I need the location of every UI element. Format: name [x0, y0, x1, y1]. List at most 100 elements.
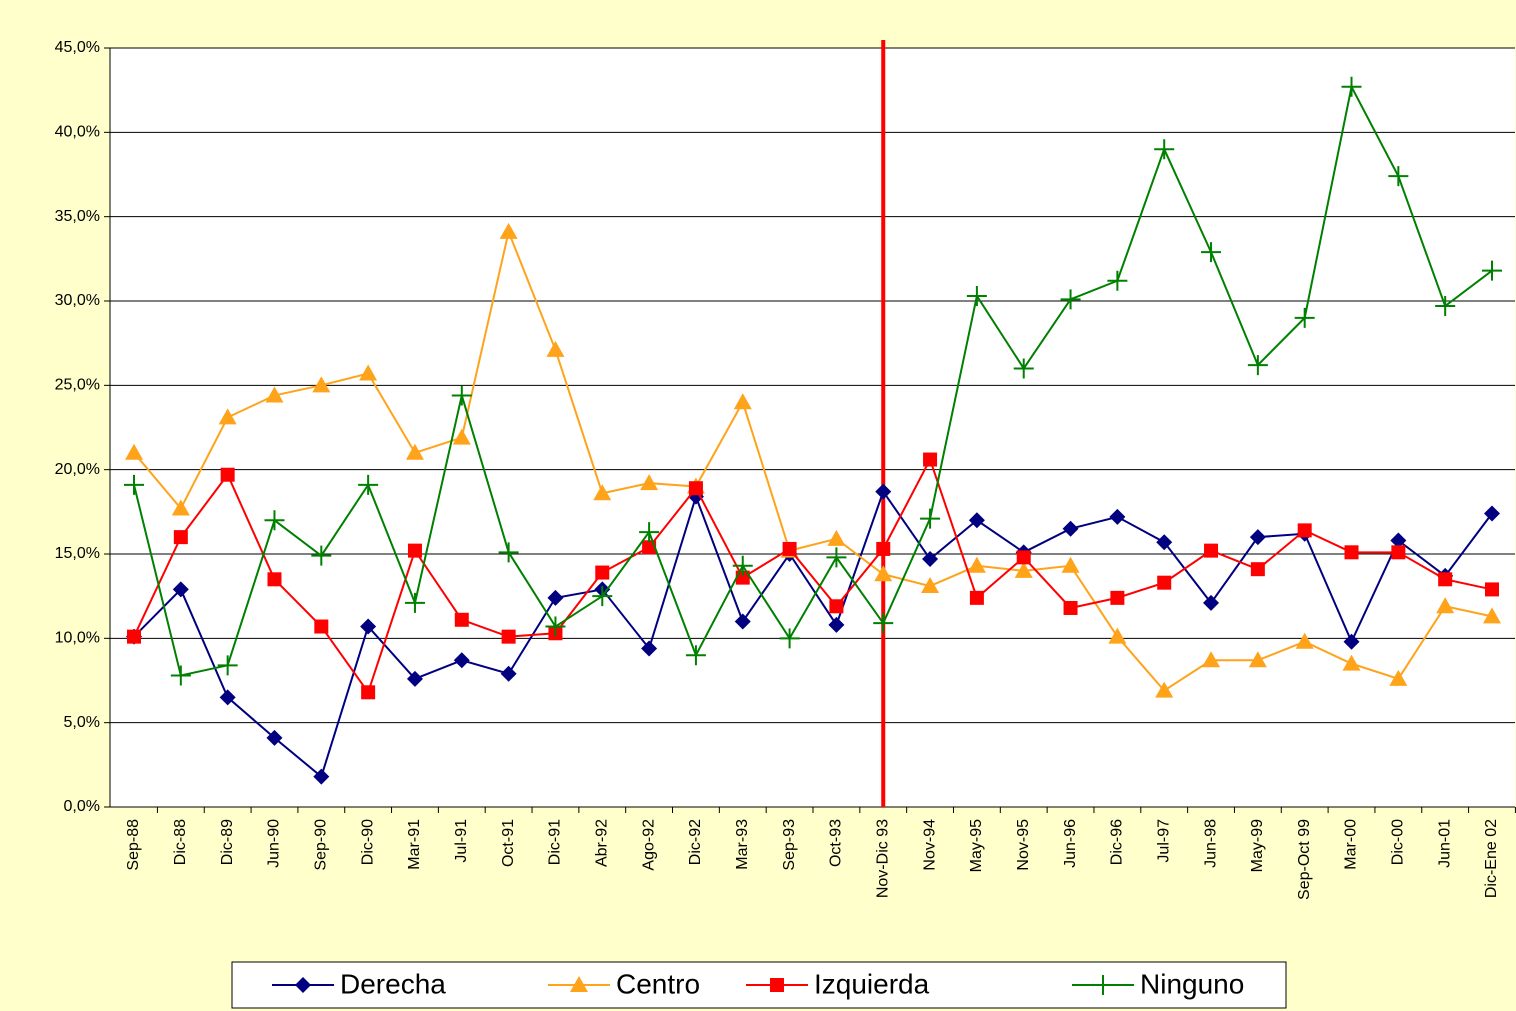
- x-tick-label: Dic-96: [1109, 819, 1126, 865]
- marker: [313, 768, 330, 785]
- marker: [359, 364, 378, 381]
- marker: [1154, 139, 1175, 160]
- marker: [874, 565, 893, 582]
- x-tick-label: Nov-95: [1015, 819, 1032, 871]
- marker: [875, 483, 892, 500]
- marker: [218, 408, 237, 425]
- x-tick-label: Sep-93: [781, 819, 798, 871]
- marker: [639, 522, 660, 543]
- marker: [265, 386, 284, 403]
- marker: [266, 729, 283, 746]
- series-line: [133, 489, 1493, 779]
- marker: [452, 428, 471, 445]
- marker: [1013, 358, 1034, 379]
- marker: [640, 474, 659, 491]
- marker: [688, 481, 703, 496]
- x-tick-label: Nov-Dic 93: [874, 819, 891, 898]
- marker: [1482, 260, 1502, 281]
- x-tick-label: Abr-92: [593, 819, 610, 867]
- marker: [1156, 534, 1173, 551]
- marker: [1388, 166, 1409, 187]
- marker: [1389, 669, 1408, 686]
- marker: [734, 613, 751, 630]
- marker: [828, 616, 845, 633]
- marker: [921, 577, 940, 594]
- x-tick-label: Dic-90: [359, 819, 376, 865]
- plot-area: [110, 48, 1515, 807]
- marker: [1483, 607, 1501, 624]
- marker: [500, 665, 517, 682]
- x-tick-label: Dic-91: [547, 819, 564, 865]
- series-line: [133, 83, 1493, 677]
- marker: [1250, 562, 1265, 577]
- x-tick-label: Mar-91: [406, 819, 423, 870]
- marker: [829, 599, 844, 614]
- marker: [170, 665, 191, 686]
- marker: [1061, 556, 1080, 573]
- marker: [217, 655, 238, 676]
- marker: [1297, 523, 1312, 538]
- marker: [1247, 355, 1268, 376]
- marker: [1436, 597, 1455, 614]
- marker: [732, 555, 753, 576]
- marker: [501, 629, 516, 644]
- legend-marker: [770, 978, 784, 992]
- legend-marker: [295, 977, 311, 993]
- x-tick-label: Mar-00: [1343, 819, 1360, 870]
- x-tick-label: Dic-89: [219, 819, 236, 865]
- x-tick-label: Dic-00: [1390, 819, 1407, 865]
- marker: [1343, 633, 1360, 650]
- series-line: [133, 228, 1493, 692]
- marker: [967, 556, 986, 573]
- marker: [404, 592, 425, 613]
- marker: [782, 541, 797, 556]
- marker: [1202, 651, 1221, 668]
- marker: [1341, 76, 1362, 97]
- marker: [173, 530, 188, 545]
- legend-label: Derecha: [340, 968, 446, 999]
- marker: [264, 510, 285, 531]
- y-tick-label: 0,0%: [64, 798, 100, 815]
- legend-label: Ninguno: [1140, 968, 1244, 999]
- marker: [733, 393, 752, 410]
- marker: [405, 443, 424, 460]
- marker: [873, 613, 894, 634]
- x-tick-label: May-95: [968, 819, 985, 872]
- marker: [1157, 575, 1172, 590]
- marker: [1342, 654, 1361, 671]
- marker: [1016, 550, 1031, 565]
- marker: [922, 551, 939, 568]
- marker: [360, 618, 377, 635]
- marker: [1390, 532, 1407, 549]
- marker: [685, 645, 706, 666]
- y-tick-label: 30,0%: [55, 292, 100, 309]
- y-tick-label: 40,0%: [55, 124, 100, 141]
- marker: [1248, 651, 1267, 668]
- y-tick-label: 35,0%: [55, 208, 100, 225]
- marker: [1155, 681, 1174, 698]
- marker: [1438, 572, 1453, 587]
- x-tick-label: Dic-92: [687, 819, 704, 865]
- marker: [499, 222, 518, 239]
- marker: [1204, 543, 1219, 558]
- marker: [125, 443, 143, 460]
- marker: [1109, 508, 1126, 525]
- marker: [1107, 270, 1128, 291]
- x-tick-label: Nov-94: [921, 819, 938, 871]
- marker: [1110, 590, 1125, 605]
- marker: [172, 581, 189, 598]
- marker: [1391, 545, 1406, 560]
- marker: [1344, 545, 1359, 560]
- x-tick-label: May-99: [1249, 819, 1266, 872]
- legend-label: Izquierda: [814, 968, 930, 999]
- marker: [827, 529, 846, 546]
- marker: [358, 474, 379, 495]
- marker: [314, 619, 329, 634]
- marker: [1249, 529, 1266, 546]
- marker: [1062, 520, 1079, 537]
- x-tick-label: Mar-93: [734, 819, 751, 870]
- marker: [124, 474, 144, 495]
- marker: [826, 547, 847, 568]
- marker: [641, 640, 658, 657]
